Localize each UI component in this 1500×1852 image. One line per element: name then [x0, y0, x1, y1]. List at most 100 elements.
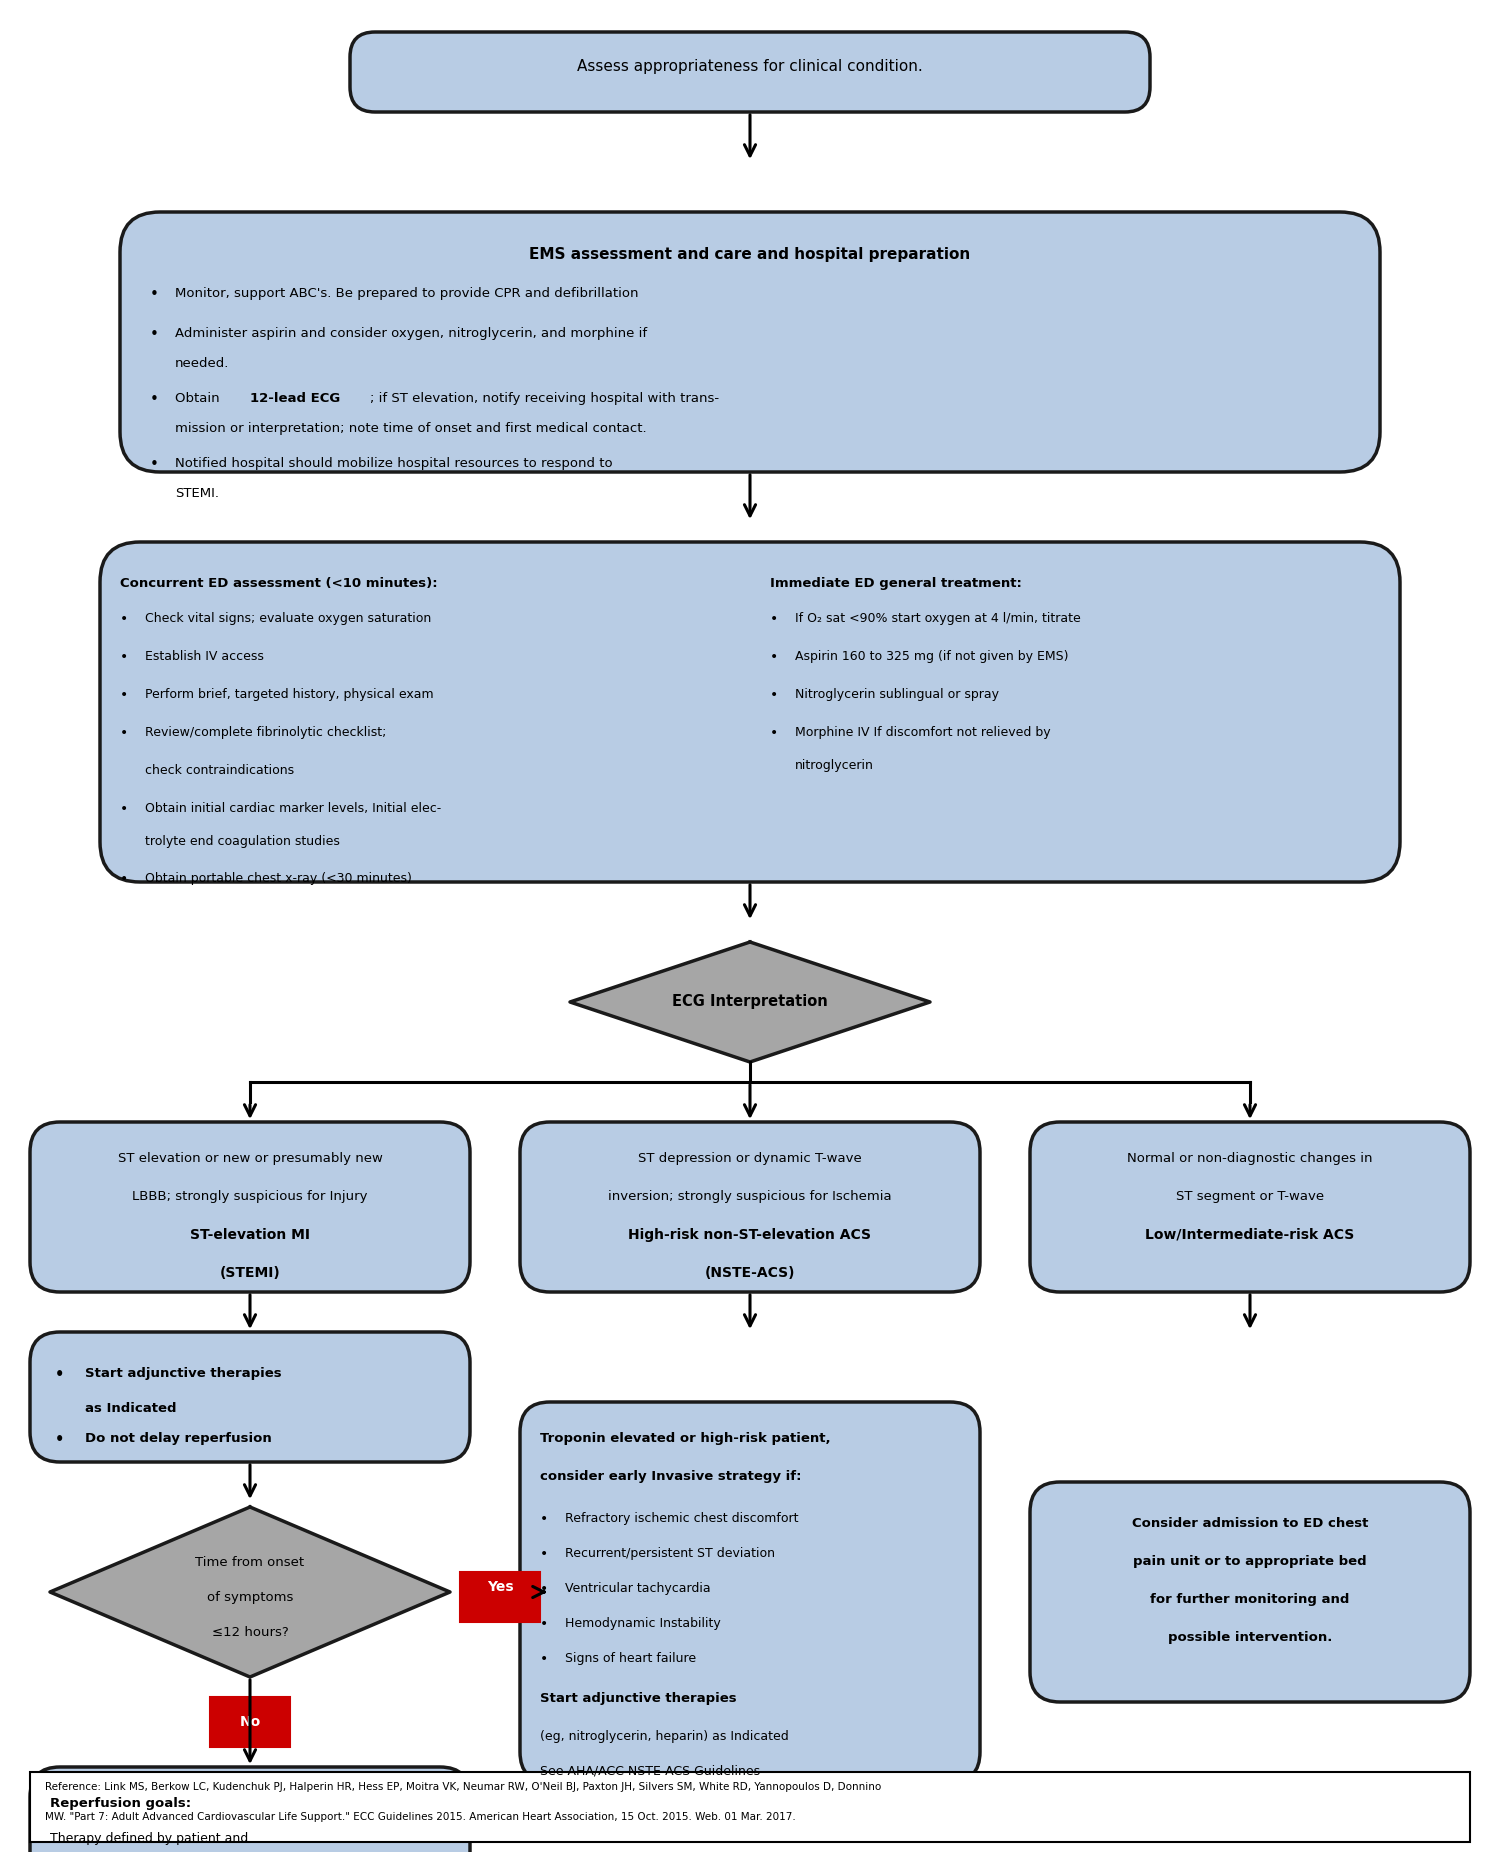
Text: •: • — [120, 872, 128, 885]
Text: •: • — [150, 393, 159, 407]
Text: High-risk non-ST-elevation ACS: High-risk non-ST-elevation ACS — [628, 1228, 872, 1243]
Text: Consider admission to ED chest: Consider admission to ED chest — [1132, 1517, 1368, 1530]
FancyBboxPatch shape — [520, 1122, 980, 1293]
Text: •: • — [540, 1546, 549, 1561]
Text: Nitroglycerin sublingual or spray: Nitroglycerin sublingual or spray — [795, 687, 999, 702]
Text: •: • — [770, 611, 778, 626]
Text: •: • — [56, 1367, 64, 1382]
Text: Start adjunctive therapies: Start adjunctive therapies — [86, 1367, 282, 1380]
Text: •: • — [540, 1617, 549, 1632]
Text: Notified hospital should mobilize hospital resources to respond to: Notified hospital should mobilize hospit… — [176, 457, 612, 470]
Text: Review/complete fibrinolytic checklist;: Review/complete fibrinolytic checklist; — [146, 726, 387, 739]
Text: consider early Invasive strategy if:: consider early Invasive strategy if: — [540, 1470, 801, 1483]
Text: Hemodynamic Instability: Hemodynamic Instability — [566, 1617, 720, 1630]
Bar — [30, 1772, 1470, 1843]
Text: Morphine IV If discomfort not relieved by: Morphine IV If discomfort not relieved b… — [795, 726, 1050, 739]
Text: ST segment or T-wave: ST segment or T-wave — [1176, 1191, 1324, 1204]
Text: EMS assessment and care and hospital preparation: EMS assessment and care and hospital pre… — [530, 246, 970, 261]
Text: •: • — [540, 1511, 549, 1526]
Text: ECG Interpretation: ECG Interpretation — [672, 995, 828, 1009]
Text: •: • — [150, 328, 159, 343]
Text: Monitor, support ABC's. Be prepared to provide CPR and defibrillation: Monitor, support ABC's. Be prepared to p… — [176, 287, 639, 300]
Text: •: • — [540, 1582, 549, 1596]
Text: Do not delay reperfusion: Do not delay reperfusion — [86, 1432, 272, 1445]
Text: Normal or non-diagnostic changes in: Normal or non-diagnostic changes in — [1128, 1152, 1372, 1165]
Text: Perform brief, targeted history, physical exam: Perform brief, targeted history, physica… — [146, 687, 433, 702]
Bar — [210, 1696, 290, 1746]
Text: (STEMI): (STEMI) — [219, 1267, 280, 1280]
Text: •: • — [120, 726, 128, 741]
Text: No: No — [240, 1715, 261, 1730]
Text: Administer aspirin and consider oxygen, nitroglycerin, and morphine if: Administer aspirin and consider oxygen, … — [176, 328, 646, 341]
Text: Establish IV access: Establish IV access — [146, 650, 264, 663]
Text: nitroglycerin: nitroglycerin — [795, 759, 874, 772]
Text: STEMI.: STEMI. — [176, 487, 219, 500]
Text: check contraindications: check contraindications — [146, 765, 294, 778]
Text: •: • — [150, 457, 159, 472]
Text: needed.: needed. — [176, 357, 230, 370]
FancyBboxPatch shape — [1030, 1482, 1470, 1702]
Text: Obtain: Obtain — [176, 393, 223, 406]
Text: Reperfusion goals:: Reperfusion goals: — [50, 1796, 190, 1809]
Text: •: • — [770, 650, 778, 665]
FancyBboxPatch shape — [350, 31, 1150, 111]
Text: 12-lead ECG: 12-lead ECG — [251, 393, 340, 406]
Text: Assess appropriateness for clinical condition.: Assess appropriateness for clinical cond… — [578, 59, 922, 74]
Text: pain unit or to appropriate bed: pain unit or to appropriate bed — [1132, 1556, 1366, 1569]
Text: •: • — [150, 287, 159, 302]
Text: of symptoms: of symptoms — [207, 1591, 292, 1604]
Text: Ventricular tachycardia: Ventricular tachycardia — [566, 1582, 711, 1595]
Text: •: • — [120, 611, 128, 626]
Text: Reference: Link MS, Berkow LC, Kudenchuk PJ, Halperin HR, Hess EP, Moitra VK, Ne: Reference: Link MS, Berkow LC, Kudenchuk… — [45, 1782, 882, 1793]
Text: Recurrent/persistent ST deviation: Recurrent/persistent ST deviation — [566, 1546, 776, 1559]
Text: possible intervention.: possible intervention. — [1168, 1632, 1332, 1645]
Polygon shape — [570, 943, 930, 1061]
Polygon shape — [50, 1508, 450, 1678]
Text: Check vital signs; evaluate oxygen saturation: Check vital signs; evaluate oxygen satur… — [146, 611, 432, 624]
Text: See AHA/ACC NSTE-ACS Guidelines: See AHA/ACC NSTE-ACS Guidelines — [540, 1765, 760, 1778]
FancyBboxPatch shape — [120, 211, 1380, 472]
FancyBboxPatch shape — [100, 543, 1400, 882]
FancyBboxPatch shape — [30, 1767, 470, 1852]
Text: Concurrent ED assessment (<10 minutes):: Concurrent ED assessment (<10 minutes): — [120, 578, 438, 591]
Text: Troponin elevated or high-risk patient,: Troponin elevated or high-risk patient, — [540, 1432, 831, 1445]
Text: (NSTE-ACS): (NSTE-ACS) — [705, 1267, 795, 1280]
Text: mission or interpretation; note time of onset and first medical contact.: mission or interpretation; note time of … — [176, 422, 646, 435]
Bar — [460, 1572, 540, 1622]
Text: (eg, nitroglycerin, heparin) as Indicated: (eg, nitroglycerin, heparin) as Indicate… — [540, 1730, 789, 1743]
Text: Signs of heart failure: Signs of heart failure — [566, 1652, 696, 1665]
Text: ST-elevation MI: ST-elevation MI — [190, 1228, 310, 1243]
Text: inversion; strongly suspicious for Ischemia: inversion; strongly suspicious for Ische… — [608, 1191, 892, 1204]
Text: ST depression or dynamic T-wave: ST depression or dynamic T-wave — [638, 1152, 862, 1165]
Text: LBBB; strongly suspicious for Injury: LBBB; strongly suspicious for Injury — [132, 1191, 368, 1204]
Text: as Indicated: as Indicated — [86, 1402, 177, 1415]
Text: Refractory ischemic chest discomfort: Refractory ischemic chest discomfort — [566, 1511, 798, 1524]
Text: Therapy defined by patient and: Therapy defined by patient and — [50, 1832, 249, 1845]
Text: Start adjunctive therapies: Start adjunctive therapies — [540, 1693, 736, 1706]
Text: ST elevation or new or presumably new: ST elevation or new or presumably new — [117, 1152, 382, 1165]
Text: Time from onset: Time from onset — [195, 1556, 304, 1569]
Text: •: • — [770, 687, 778, 702]
Text: Aspirin 160 to 325 mg (if not given by EMS): Aspirin 160 to 325 mg (if not given by E… — [795, 650, 1068, 663]
FancyBboxPatch shape — [1030, 1122, 1470, 1293]
Text: •: • — [56, 1432, 64, 1446]
Text: Yes: Yes — [486, 1580, 513, 1595]
FancyBboxPatch shape — [520, 1402, 980, 1782]
Text: If O₂ sat <90% start oxygen at 4 l/min, titrate: If O₂ sat <90% start oxygen at 4 l/min, … — [795, 611, 1080, 624]
Text: trolyte end coagulation studies: trolyte end coagulation studies — [146, 835, 340, 848]
Text: Immediate ED general treatment:: Immediate ED general treatment: — [770, 578, 1022, 591]
Text: Obtain portable chest x-ray (<30 minutes): Obtain portable chest x-ray (<30 minutes… — [146, 872, 413, 885]
FancyBboxPatch shape — [30, 1122, 470, 1293]
Text: •: • — [120, 650, 128, 665]
Text: for further monitoring and: for further monitoring and — [1150, 1593, 1350, 1606]
Text: •: • — [540, 1652, 549, 1667]
FancyBboxPatch shape — [30, 1332, 470, 1461]
Text: •: • — [770, 726, 778, 741]
Text: ; if ST elevation, notify receiving hospital with trans-: ; if ST elevation, notify receiving hosp… — [370, 393, 718, 406]
Text: ≤12 hours?: ≤12 hours? — [211, 1626, 288, 1639]
Text: •: • — [120, 802, 128, 817]
Text: Obtain initial cardiac marker levels, Initial elec-: Obtain initial cardiac marker levels, In… — [146, 802, 441, 815]
Text: •: • — [120, 687, 128, 702]
Text: Low/Intermediate-risk ACS: Low/Intermediate-risk ACS — [1146, 1228, 1354, 1243]
Text: MW. "Part 7: Adult Advanced Cardiovascular Life Support." ECC Guidelines 2015. A: MW. "Part 7: Adult Advanced Cardiovascul… — [45, 1811, 795, 1822]
